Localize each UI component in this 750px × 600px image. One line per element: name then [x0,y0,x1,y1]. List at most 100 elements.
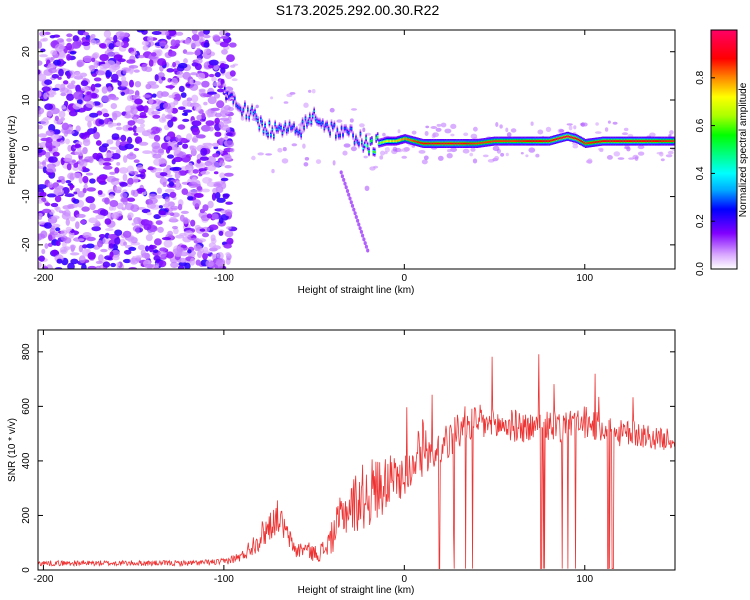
spectrogram-ridge-cell [319,121,321,124]
y-tick-label: 0 [21,145,32,151]
spectrogram-noise-blob [119,182,128,187]
spectrogram-noise-blob [124,143,134,150]
spectrogram-noise-blob [82,139,91,147]
spectrogram-noise-blob [159,247,168,252]
spectrogram-tail-blob [358,226,362,231]
spectrogram-ridge-cell [382,141,385,143]
spectrogram-noise-blob [182,218,191,224]
spectrogram-noise-blob [125,111,131,115]
colorbar-title: Normalized spectral amplitude [738,82,749,217]
spectrogram-noise-blob [80,80,89,87]
spectrogram-ridge-cell [628,140,630,142]
spectrogram-noise-blob [373,165,378,169]
spectrogram-noise-blob [50,215,60,220]
spectrogram-noise-blob [69,244,77,250]
spectrogram-noise-blob [60,235,68,242]
spectrogram-noise-blob [191,120,202,127]
spectrogram-ridge-cell [326,123,328,126]
spectrogram-noise-blob [430,126,438,129]
spectrogram-noise-blob [78,255,86,264]
spectrogram-noise-blob [302,143,306,149]
spectrogram-ridge-cell [450,142,453,145]
spectrogram-ridge-cell [658,140,660,142]
spectrogram-ridge-cell [229,94,232,97]
spectrogram-noise-blob [101,95,111,103]
spectrogram-noise-blob [116,262,121,267]
spectrogram-noise-blob [145,245,150,252]
spectrogram-ridge-cell [641,140,643,142]
spectrogram-ridge-cell [444,142,447,145]
spectrogram-noise-blob [38,60,43,66]
spectrogram-noise-blob [143,105,149,113]
spectrogram-noise-blob [169,216,177,222]
spectrogram-noise-blob [211,76,217,82]
y-tick-label: 20 [21,46,32,58]
spectrogram-ridge-cell [581,141,584,143]
spectrogram-ridge-cell [311,115,314,117]
spectrogram-noise-blob [151,31,162,35]
spectrogram-noise-blob [56,258,63,264]
spectrogram-ridge-cell [493,140,496,142]
spectrogram-noise-blob [271,168,275,174]
spectrogram-noise-blob [111,133,120,140]
spectrogram-noise-blob [224,38,232,43]
spectrogram-noise-blob [158,205,163,209]
spectrogram-ridge-cell [411,139,414,142]
spectrogram-noise-blob [66,33,73,38]
spectrogram-noise-blob [165,31,170,36]
spectrogram-noise-blob [64,193,75,198]
spectrogram-noise-blob [174,171,181,179]
spectrogram-noise-blob [120,91,126,96]
spectrogram-noise-blob [79,220,87,224]
spectrogram-ridge-cell [580,140,582,142]
spectrogram-noise-blob [379,155,384,160]
spectrogram-noise-blob [51,249,59,256]
spectrogram-noise-blob [176,250,182,257]
spectrogram-ridge-cell [452,142,454,145]
spectrogram-ridge-cell [234,97,236,100]
spectrogram-noise-blob [89,178,96,184]
spectrogram-noise-blob [213,183,222,188]
spectrogram-ridge-cell [551,139,554,142]
spectrogram-ridge-cell [297,132,300,135]
x-tick-label: -100 [214,273,234,284]
spectrogram-noise-blob [366,132,371,136]
spectrogram-noise-blob [157,226,164,233]
spectrogram-noise-blob [207,155,216,164]
spectrogram-noise-blob [187,195,194,201]
spectrogram-noise-blob [161,237,172,241]
spectrogram-noise-blob [351,108,357,111]
spectrogram-noise-blob [113,54,123,61]
spectrogram-noise-blob [201,112,206,120]
spectrogram-tail-blob [349,200,353,205]
spectrogram-noise-blob [401,155,408,159]
spectrogram-noise-blob [73,162,79,168]
spectrogram-noise-blob [59,246,68,255]
spectrogram-ridge-cell [241,112,243,115]
spectrogram-noise-blob [127,197,136,202]
spectrogram-noise-blob [329,107,335,113]
spectrogram-noise-blob [189,83,199,91]
spectrogram-noise-blob [134,98,143,105]
spectrogram-noise-blob [109,146,118,150]
spectrogram-noise-blob [69,184,75,189]
spectrogram-ridge-cell [453,142,455,145]
spectrogram-noise-blob [42,37,48,42]
spectrogram-ridge-cell [314,117,317,120]
spectrogram-ridge-cell [537,140,539,142]
spectrogram-noise-blob [188,167,194,176]
spectrogram-noise-blob [154,74,159,82]
spectrogram-noise-blob [123,258,131,264]
spectrogram-ridge-cell [554,138,557,141]
spectrogram-noise-blob [131,222,137,226]
spectrogram-ridge-cell [479,142,481,144]
spectrogram-noise-blob [194,103,202,112]
spectrogram-noise-blob [38,213,43,217]
spectrogram-ridge-cell [544,140,546,142]
spectrogram-noise-blob [203,30,210,35]
spectrogram-noise-blob [304,157,310,161]
spectrogram-ridge-cell [391,140,393,142]
spectrogram-noise-blob [210,234,216,242]
spectrogram-noise-blob [123,155,128,163]
